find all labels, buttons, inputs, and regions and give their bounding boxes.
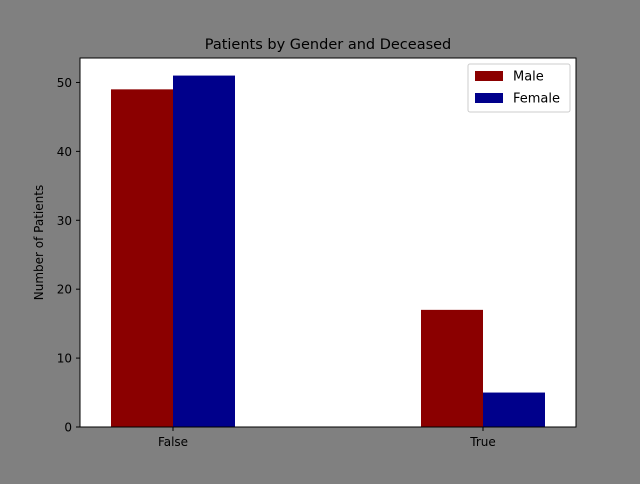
bar-male-true <box>421 309 483 427</box>
bars-group <box>111 75 545 428</box>
x-axis: False True <box>158 427 496 449</box>
chart-title: Patients by Gender and Deceased <box>205 37 452 53</box>
y-tick-label: 10 <box>57 352 72 366</box>
bar-female-true <box>483 392 545 427</box>
y-tick-label: 40 <box>57 145 72 159</box>
legend-label-female: Female <box>513 92 560 107</box>
y-tick-label: 30 <box>57 214 72 228</box>
legend-label-male: Male <box>513 70 544 85</box>
y-tick-label: 0 <box>64 421 72 435</box>
x-tick-label-false: False <box>158 435 188 449</box>
plot-frame <box>79 57 577 428</box>
y-axis: 0 10 20 30 40 50 <box>57 76 80 435</box>
y-tick-label: 20 <box>57 283 72 297</box>
legend: Male Female <box>467 63 571 113</box>
bar-male-false <box>111 89 173 428</box>
legend-swatch-male <box>475 71 503 81</box>
x-tick-label-true: True <box>469 435 496 449</box>
y-tick-label: 50 <box>57 76 72 90</box>
y-axis-label: Number of Patients <box>32 185 46 300</box>
bar-female-false <box>173 75 235 428</box>
legend-swatch-female <box>475 93 503 103</box>
